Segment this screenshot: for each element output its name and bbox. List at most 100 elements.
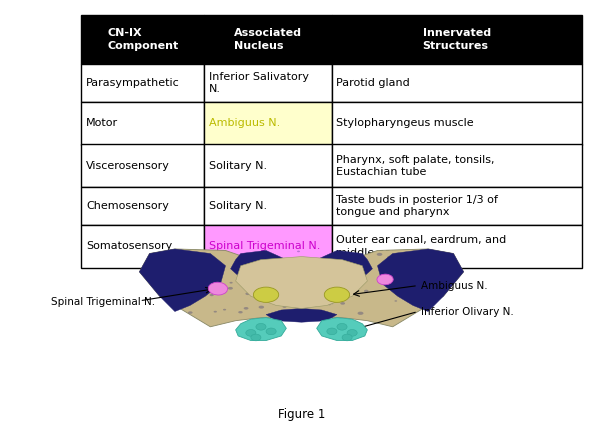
Ellipse shape [189,299,193,301]
Polygon shape [317,317,367,340]
Ellipse shape [245,292,250,295]
Polygon shape [266,309,337,322]
Bar [204,144,332,187]
Ellipse shape [267,296,273,299]
Ellipse shape [210,256,215,258]
Ellipse shape [259,295,263,298]
Ellipse shape [264,252,268,255]
Ellipse shape [174,258,178,260]
Text: Outer ear canal, eardrum, and
middle ear: Outer ear canal, eardrum, and middle ear [336,235,507,258]
Ellipse shape [198,295,201,297]
Ellipse shape [301,310,304,312]
Ellipse shape [188,312,192,314]
Text: Solitary N.: Solitary N. [209,201,267,211]
Ellipse shape [246,280,251,283]
Ellipse shape [259,306,264,309]
Ellipse shape [317,264,321,266]
Ellipse shape [191,267,196,270]
Bar [332,102,582,144]
Ellipse shape [347,329,357,336]
Ellipse shape [266,328,276,335]
Ellipse shape [198,263,201,264]
Ellipse shape [168,255,171,257]
Ellipse shape [331,303,333,304]
Text: Spinal Trigeminal N.: Spinal Trigeminal N. [51,297,155,307]
Bar [81,64,204,102]
Text: CN-IX
Component: CN-IX Component [107,28,178,51]
Polygon shape [377,249,464,312]
Text: Stylopharyngeus muscle: Stylopharyngeus muscle [336,118,474,128]
Ellipse shape [338,280,341,281]
Ellipse shape [416,298,418,300]
Bar [204,15,332,64]
Ellipse shape [246,329,256,336]
Ellipse shape [342,334,352,341]
Text: Associated
Nucleus: Associated Nucleus [234,28,302,51]
Text: Ambiguus N.: Ambiguus N. [209,118,280,128]
Ellipse shape [230,282,233,283]
Ellipse shape [268,254,271,255]
Ellipse shape [349,265,352,266]
Ellipse shape [203,254,208,256]
Text: Figure 1: Figure 1 [278,408,325,421]
Ellipse shape [283,306,286,308]
Ellipse shape [159,261,163,264]
Text: Pharynx, soft palate, tonsils,
Eustachian tube: Pharynx, soft palate, tonsils, Eustachia… [336,155,495,177]
Ellipse shape [260,251,266,254]
Ellipse shape [251,334,261,341]
Bar [81,144,204,187]
Ellipse shape [238,311,243,313]
Ellipse shape [338,257,343,259]
Ellipse shape [303,287,306,289]
Ellipse shape [337,323,347,330]
Bar [81,187,204,225]
Ellipse shape [387,256,390,258]
Polygon shape [139,249,464,327]
Ellipse shape [395,293,398,295]
Text: Innervated
Structures: Innervated Structures [423,28,491,51]
Ellipse shape [328,304,331,305]
Bar [81,15,204,64]
Bar [332,225,582,268]
Ellipse shape [340,302,345,305]
Ellipse shape [297,251,300,252]
Polygon shape [230,250,286,281]
Bar [81,102,204,144]
Bar [332,15,582,64]
Bar [332,187,582,225]
Text: Viscerosensory: Viscerosensory [86,161,170,171]
Bar [204,102,332,144]
Text: Inferior Salivatory
N.: Inferior Salivatory N. [209,72,309,94]
Polygon shape [139,249,226,312]
Text: Parotid gland: Parotid gland [336,78,410,88]
Bar [332,144,582,187]
Bar [204,187,332,225]
Text: Spinal Trigeminal N.: Spinal Trigeminal N. [209,241,320,252]
Ellipse shape [223,309,226,311]
Ellipse shape [391,259,393,260]
Bar [81,225,204,268]
Ellipse shape [377,274,393,285]
Ellipse shape [253,287,279,302]
Ellipse shape [426,251,432,254]
Text: Taste buds in posterior 1/3 of
tongue and pharynx: Taste buds in posterior 1/3 of tongue an… [336,195,498,217]
Ellipse shape [377,253,382,256]
Ellipse shape [307,286,309,288]
Ellipse shape [244,307,248,310]
Bar [204,225,332,268]
Ellipse shape [335,293,338,294]
Bar [332,64,582,102]
Ellipse shape [324,287,350,302]
Ellipse shape [163,281,166,283]
Ellipse shape [305,276,307,277]
Ellipse shape [358,312,364,315]
Text: Solitary N.: Solitary N. [209,161,267,171]
Text: Inferior Olivary N.: Inferior Olivary N. [420,306,513,317]
Ellipse shape [364,290,368,292]
Ellipse shape [328,255,330,256]
Ellipse shape [280,295,285,297]
Ellipse shape [256,323,266,330]
Polygon shape [236,317,286,340]
Text: Parasympathetic: Parasympathetic [86,78,180,88]
Ellipse shape [336,257,342,260]
